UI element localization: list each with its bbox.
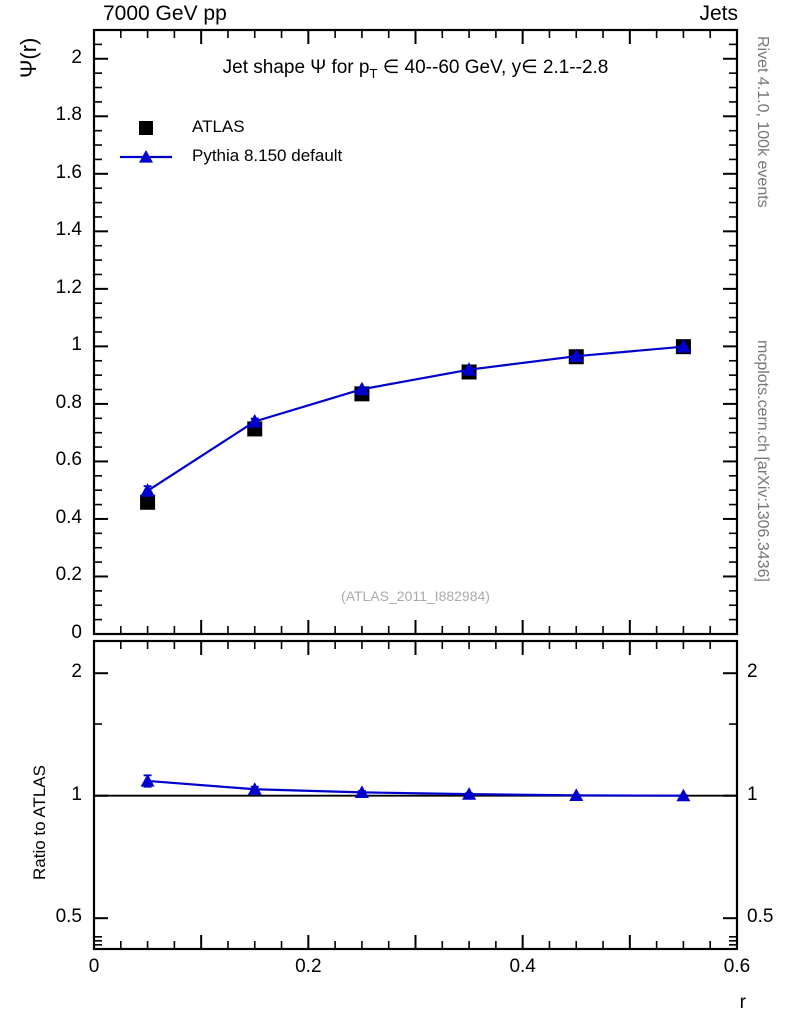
main-ytick-0.4: 0.4: [55, 506, 82, 528]
plot-title-pre: Jet shape Ψ for p: [222, 57, 370, 78]
main-ytick-0.6: 0.6: [55, 449, 82, 471]
xtick-0.2: 0.2: [295, 956, 322, 977]
x-axis-label: r: [739, 992, 746, 1013]
main-ytick-0.2: 0.2: [55, 564, 82, 586]
main-ytick-0.8: 0.8: [55, 391, 82, 413]
data-marker-triangle: [139, 150, 153, 163]
data-marker-triangle: [568, 348, 584, 363]
main-panel-frame: [92, 28, 739, 636]
data-marker-triangle: [247, 782, 262, 795]
header-collision-energy: 7000 GeV pp: [103, 2, 227, 25]
legend-label-atlas: ATLAS: [192, 117, 245, 136]
header-analysis-category: Jets: [699, 2, 738, 25]
data-marker-triangle: [676, 788, 691, 802]
data-marker-triangle: [461, 362, 477, 376]
data-marker-triangle: [569, 788, 584, 801]
plot-title: Jet shape Ψ for pT ∈ 40--60 GeV, y∈ 2.1-…: [94, 56, 737, 81]
data-marker-triangle: [354, 381, 370, 396]
data-marker-triangle: [675, 339, 691, 353]
plot-title-subscript: T: [369, 65, 378, 81]
ratio-ytick-right-0.5: 0.5: [747, 906, 774, 928]
data-marker-square: [139, 121, 153, 135]
data-marker-triangle: [247, 413, 263, 428]
main-ytick-1.8: 1.8: [55, 104, 82, 126]
data-marker-triangle: [140, 773, 155, 787]
ratio-ytick-left-0.5: 0.5: [55, 906, 82, 928]
data-marker-square: [140, 494, 156, 510]
ratio-ytick-left-2: 2: [71, 661, 82, 683]
ratio-ytick-right-2: 2: [747, 661, 758, 683]
series-line-pythia: [146, 345, 684, 492]
ratio-panel-series: [140, 773, 691, 802]
main-ytick-1.6: 1.6: [55, 161, 82, 183]
main-ytick-1.4: 1.4: [55, 219, 82, 241]
xtick-0.6: 0.6: [723, 956, 751, 977]
main-ytick-1.2: 1.2: [55, 276, 82, 298]
ratio-ytick-left-1: 1: [71, 783, 82, 805]
main-ytick-0: 0: [71, 622, 82, 643]
ratio-line-pythia: [147, 779, 684, 797]
xtick-0.4: 0.4: [509, 956, 536, 977]
ratio-panel-ticks: [93, 641, 738, 949]
data-marker-triangle: [140, 483, 156, 497]
main-ytick-1: 1: [71, 334, 82, 356]
main-ytick-2: 2: [71, 46, 82, 68]
analysis-id-watermark: (ATLAS_2011_I882984): [341, 588, 490, 604]
xtick-0: 0: [88, 956, 100, 977]
plot-title-post: ∈ 40--60 GeV, y∈ 2.1--2.8: [377, 57, 609, 78]
data-marker-triangle: [354, 785, 369, 798]
legend-label-pythia: Pythia 8.150 default: [192, 146, 343, 165]
main-panel-ticks: [93, 30, 738, 635]
main-panel-series: [140, 339, 691, 510]
ratio-ytick-right-1: 1: [747, 783, 758, 805]
data-marker-triangle: [462, 787, 477, 800]
legend-markers: [120, 121, 172, 163]
